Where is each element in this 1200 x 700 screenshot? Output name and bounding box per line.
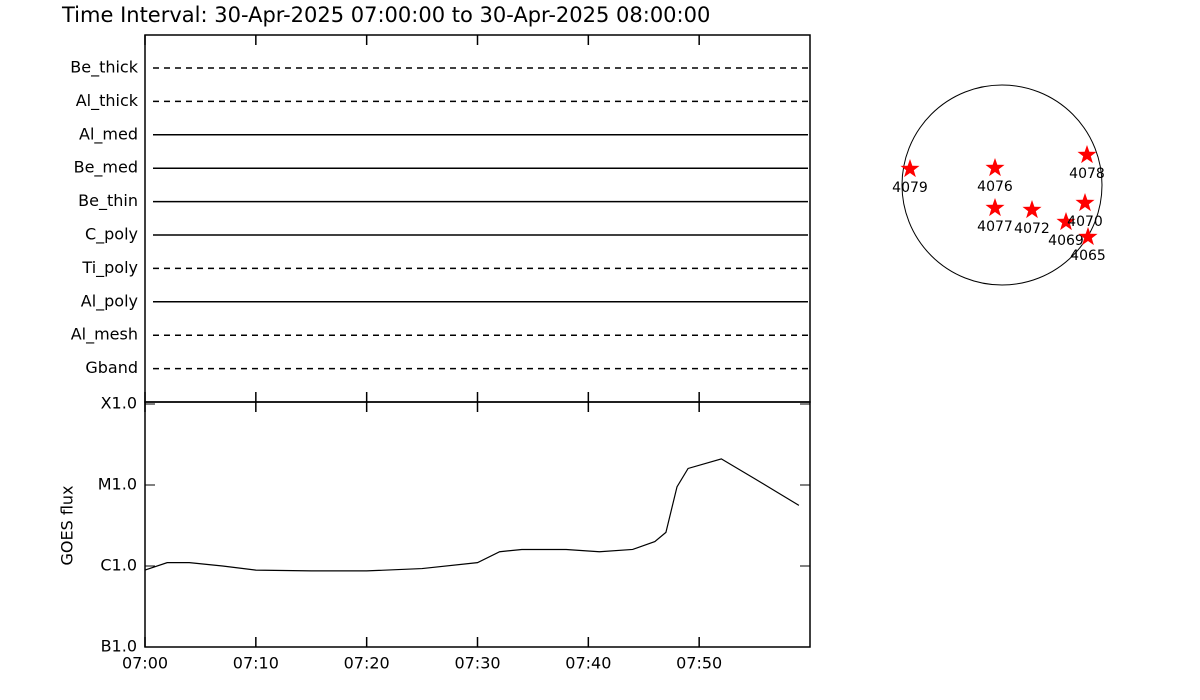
region-star [1077,145,1097,164]
region-star [985,198,1005,217]
region-star [1078,227,1098,246]
x-tick-label: 07:00 [122,654,168,673]
region-star [985,158,1005,177]
x-tick-label: 07:50 [676,654,722,673]
goes-curve [144,458,800,572]
filter-label: Al_mesh [71,325,138,345]
y-tick-label: X1.0 [101,394,137,413]
y-axis-title: GOES flux [58,485,77,565]
region-star [1056,212,1076,231]
filter-label: Be_med [74,158,138,178]
filter-label: Be_thick [70,58,138,78]
x-tick-label: 07:30 [454,654,500,673]
region-label: 4072 [1014,221,1050,237]
filter-label: C_poly [85,225,138,245]
region-label: 4069 [1048,233,1084,249]
filter-label: Al_poly [81,291,138,311]
filter-label: Al_med [79,124,138,144]
region-star [1075,193,1095,212]
y-tick-label: C1.0 [100,556,137,575]
x-tick-label: 07:20 [344,654,390,673]
filter-label: Be_thin [78,191,138,211]
region-star [1022,200,1042,219]
filter-label: Ti_poly [81,258,138,278]
region-label: 4078 [1069,166,1105,182]
y-tick-label: M1.0 [98,475,137,494]
filter-label: Al_thick [76,91,139,111]
x-tick-label: 07:10 [233,654,279,673]
region-label: 4076 [977,179,1013,195]
region-label: 4079 [892,180,928,196]
solar-disk [901,84,1103,286]
y-tick-label: B1.0 [101,637,137,656]
region-label: 4065 [1070,248,1106,264]
chart-title: Time Interval: 30-Apr-2025 07:00:00 to 3… [61,3,710,27]
region-label: 4070 [1067,214,1103,230]
region-star [900,159,920,178]
region-label: 4077 [977,219,1013,235]
x-tick-label: 07:40 [565,654,611,673]
filter-label: Gband [85,358,138,377]
filter-panel [144,34,811,403]
goes-panel [144,401,811,648]
